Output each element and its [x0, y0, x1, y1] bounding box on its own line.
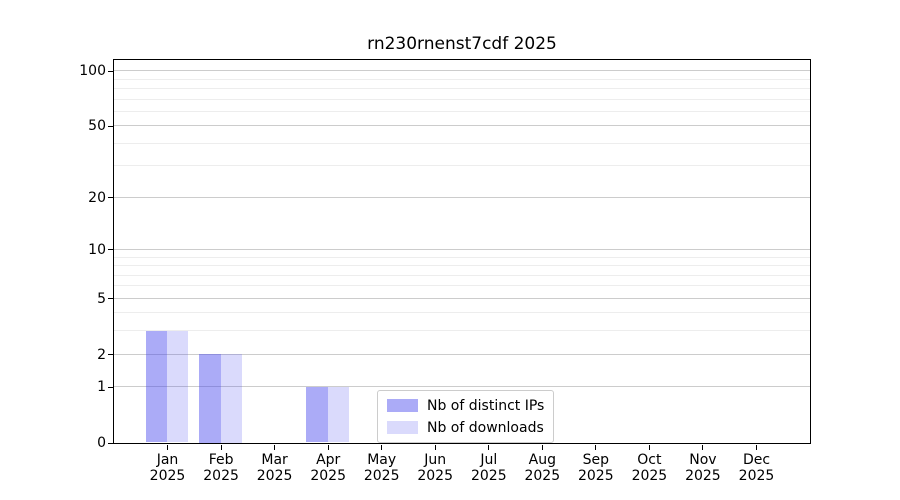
legend: Nb of distinct IPs Nb of downloads	[377, 390, 555, 443]
y-tick-label: 100	[79, 63, 106, 80]
y-tick-label: 50	[88, 118, 106, 135]
x-tick-mark	[220, 444, 222, 450]
gridline-major	[113, 386, 810, 388]
bar-jan-ips	[145, 330, 167, 443]
y-tick-mark	[108, 197, 113, 199]
y-tick-mark	[108, 354, 113, 356]
x-tick-mark	[166, 444, 169, 450]
x-tick-mark	[755, 444, 758, 450]
bar-jan-downloads	[167, 330, 189, 443]
x-tick-mark	[274, 444, 276, 450]
x-tick-label-jul: Jul 2025	[470, 452, 507, 484]
y-tick-label: 2	[97, 346, 106, 363]
gridline-minor	[113, 165, 810, 167]
x-tick-label-sep: Sep 2025	[577, 452, 614, 484]
legend-item: Nb of distinct IPs	[387, 396, 544, 415]
gridline-minor	[113, 87, 810, 89]
x-tick-mark	[541, 444, 543, 450]
x-tick-label-apr: Apr 2025	[310, 452, 346, 484]
y-tick-mark	[108, 442, 113, 444]
gridline-minor	[113, 256, 810, 258]
legend-item: Nb of downloads	[387, 418, 544, 437]
y-tick-label: 20	[88, 189, 106, 206]
x-tick-mark	[434, 444, 436, 450]
gridline-major	[113, 196, 810, 198]
x-tick-mark	[381, 444, 383, 450]
x-tick-label-may: May 2025	[363, 452, 400, 484]
gridline-minor	[113, 330, 810, 332]
y-tick-mark	[108, 70, 113, 72]
gridline-minor	[113, 285, 810, 287]
legend-label: Nb of distinct IPs	[427, 397, 545, 414]
x-tick-label-jun: Jun 2025	[417, 452, 453, 484]
gridline-minor	[113, 110, 810, 112]
chart-title: rn230rnenst7cdf 2025	[367, 34, 557, 54]
gridline-minor	[113, 265, 810, 266]
x-tick-label-aug: Aug 2025	[524, 452, 561, 484]
gridline-major	[113, 353, 810, 355]
gridline-minor	[113, 78, 810, 80]
gridline-major	[113, 297, 810, 299]
x-tick-label-nov: Nov 2025	[685, 452, 721, 484]
bar-apr-downloads	[327, 386, 350, 443]
x-tick-mark	[595, 444, 597, 450]
x-tick-label-jan: Jan 2025	[149, 452, 186, 484]
y-tick-mark	[108, 249, 113, 251]
bar-apr-ips	[306, 386, 328, 443]
y-tick-label: 5	[97, 290, 106, 307]
gridline-minor	[113, 312, 810, 314]
gridline-minor	[113, 98, 810, 100]
gridline-major	[113, 125, 810, 127]
gridline-minor	[113, 142, 810, 144]
y-tick-label: 1	[97, 379, 106, 396]
gridline-major	[113, 248, 810, 250]
bar-feb-downloads	[220, 354, 242, 443]
legend-swatch-downloads	[387, 421, 418, 434]
bar-feb-ips	[199, 354, 221, 443]
x-tick-mark	[488, 444, 490, 450]
y-tick-mark	[108, 125, 113, 127]
y-tick-mark	[108, 386, 113, 388]
x-tick-mark	[702, 444, 704, 450]
gridline-major	[113, 70, 810, 72]
x-tick-mark	[327, 444, 329, 450]
x-tick-label-feb: Feb 2025	[203, 452, 239, 484]
x-tick-label-oct: Oct 2025	[631, 452, 668, 484]
plot-area	[112, 58, 811, 444]
x-tick-mark	[648, 444, 650, 450]
y-tick-mark	[108, 298, 113, 300]
legend-swatch-distinct-ips	[387, 399, 418, 412]
y-tick-label: 0	[97, 435, 106, 451]
x-tick-label-mar: Mar 2025	[256, 452, 293, 484]
x-tick-label-dec: Dec 2025	[738, 452, 775, 484]
legend-label: Nb of downloads	[427, 419, 544, 436]
gridline-minor	[113, 274, 810, 276]
y-tick-label: 10	[88, 241, 106, 258]
